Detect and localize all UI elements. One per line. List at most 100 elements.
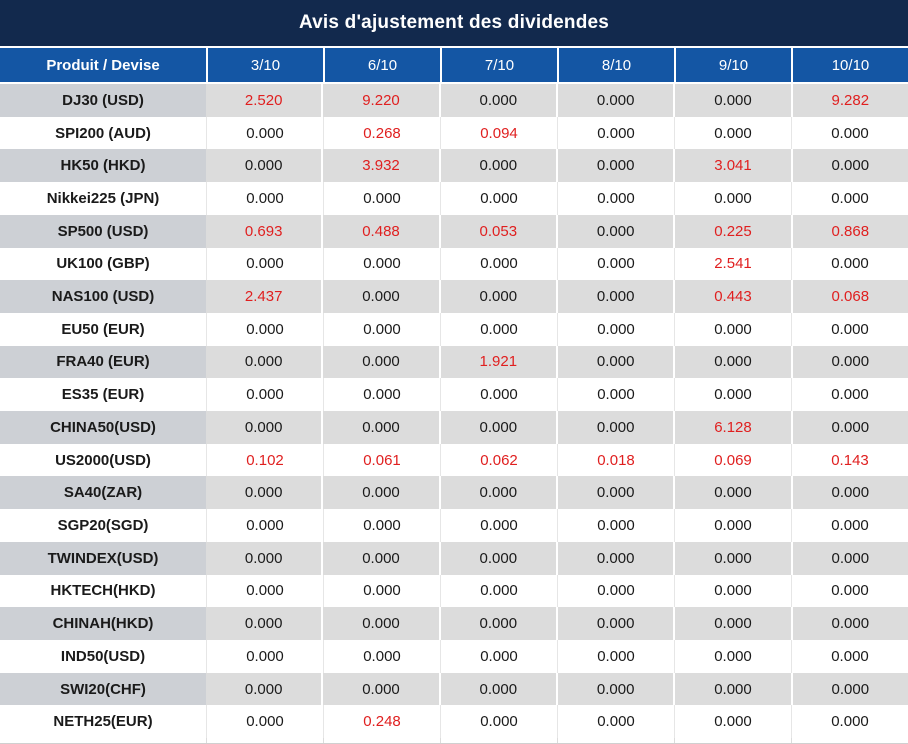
table-row: IND50(USD) 0.000 0.000 0.000 0.000 0.000 0.000 (0, 639, 908, 673)
value-cell: 0.000 (321, 672, 439, 706)
value-cell: 2.520 (206, 84, 322, 117)
value-cell: 0.000 (206, 607, 322, 640)
value-cell: 0.000 (555, 411, 674, 444)
column-header-date: 10/10 (791, 48, 908, 82)
value-cell: 0.000 (206, 639, 323, 673)
value-cell: 0.000 (791, 247, 908, 281)
column-header-date: 8/10 (557, 48, 674, 82)
value-cell: 0.000 (790, 672, 908, 706)
value-cell: 0.000 (438, 280, 556, 313)
table-row: US2000(USD) 0.102 0.061 0.062 0.018 0.069 0.14… (0, 443, 908, 477)
value-cell: 0.000 (557, 312, 674, 346)
table-row: SPI200 (AUD) 0.000 0.268 0.094 0.000 0.000 0.0… (0, 116, 908, 150)
table-row: NAS100 (USD) 2.437 0.000 0.000 0.000 0.443 0.0… (0, 280, 908, 313)
table-body: DJ30 (USD) 2.520 9.220 0.000 0.000 0.000 9.282… (0, 84, 908, 739)
header-row: Produit / Devise 3/10 6/10 7/10 8/10 9/10 10/1… (0, 48, 908, 82)
value-cell: 0.000 (438, 411, 556, 444)
value-cell: 0.000 (791, 116, 908, 150)
value-cell: 0.000 (321, 476, 439, 510)
value-cell: 0.000 (206, 509, 323, 542)
value-cell: 0.000 (206, 672, 322, 706)
column-header-date: 9/10 (674, 48, 791, 82)
value-cell: 0.000 (674, 182, 791, 215)
value-cell: 0.443 (673, 280, 791, 313)
value-cell: 0.268 (323, 116, 440, 150)
title-header-divider (0, 46, 908, 48)
value-cell: 0.868 (790, 214, 908, 248)
value-cell: 0.000 (323, 574, 440, 608)
value-cell: 1.921 (438, 345, 556, 379)
value-cell: 0.000 (557, 705, 674, 739)
value-cell: 0.000 (440, 312, 557, 346)
value-cell: 0.000 (674, 116, 791, 150)
product-cell: SWI20(CHF) (0, 672, 206, 706)
product-cell: CHINAH(HKD) (0, 607, 206, 640)
value-cell: 0.000 (321, 607, 439, 640)
value-cell: 0.000 (206, 345, 322, 379)
value-cell: 0.000 (206, 541, 322, 575)
page-title: Avis d'ajustement des dividendes (298, 12, 610, 33)
value-cell: 0.000 (557, 247, 674, 281)
value-cell: 0.000 (790, 411, 908, 444)
column-header-date: 6/10 (323, 48, 440, 82)
product-cell: HK50 (HKD) (0, 149, 206, 183)
value-cell: 0.000 (673, 84, 791, 117)
value-cell: 0.000 (321, 541, 439, 575)
product-cell: IND50(USD) (0, 639, 206, 673)
value-cell: 0.000 (206, 411, 322, 444)
value-cell: 0.000 (555, 607, 674, 640)
value-cell: 0.000 (557, 509, 674, 542)
value-cell: 0.000 (440, 639, 557, 673)
value-cell: 0.000 (790, 541, 908, 575)
value-cell: 0.000 (206, 247, 323, 281)
value-cell: 0.000 (791, 378, 908, 412)
value-cell: 0.000 (323, 247, 440, 281)
product-cell: DJ30 (USD) (0, 84, 206, 117)
value-cell: 0.000 (674, 639, 791, 673)
value-cell: 0.000 (206, 574, 323, 608)
table-row: TWINDEX(USD) 0.000 0.000 0.000 0.000 0.000 0.0… (0, 541, 908, 575)
value-cell: 9.282 (790, 84, 908, 117)
value-cell: 0.000 (673, 672, 791, 706)
value-cell: 0.000 (555, 214, 674, 248)
table-row: FRA40 (EUR) 0.000 0.000 1.921 0.000 0.000 0.00… (0, 345, 908, 379)
value-cell: 0.000 (790, 149, 908, 183)
value-cell: 0.000 (206, 182, 323, 215)
product-cell: CHINA50(USD) (0, 411, 206, 444)
column-header-date: 3/10 (206, 48, 323, 82)
column-header-product: Produit / Devise (46, 56, 160, 74)
table-row: SP500 (USD) 0.693 0.488 0.053 0.000 0.225 0.86… (0, 214, 908, 248)
table-row: SGP20(SGD) 0.000 0.000 0.000 0.000 0.000 0.000 (0, 509, 908, 542)
product-cell: US2000(USD) (0, 443, 206, 477)
product-cell: Nikkei225 (JPN) (0, 182, 206, 215)
value-cell: 0.000 (555, 84, 674, 117)
value-cell: 0.225 (673, 214, 791, 248)
table-row: ES35 (EUR) 0.000 0.000 0.000 0.000 0.000 0.000 (0, 378, 908, 412)
value-cell: 0.000 (206, 705, 323, 739)
value-cell: 0.000 (791, 312, 908, 346)
product-cell: SP500 (USD) (0, 214, 206, 248)
value-cell: 0.000 (673, 476, 791, 510)
product-cell: NAS100 (USD) (0, 280, 206, 313)
value-cell: 0.000 (555, 149, 674, 183)
partial-cell (206, 738, 323, 743)
value-cell: 0.000 (438, 541, 556, 575)
product-cell: SGP20(SGD) (0, 509, 206, 542)
value-cell: 0.000 (438, 607, 556, 640)
value-cell: 0.000 (321, 280, 439, 313)
value-cell: 0.000 (206, 149, 322, 183)
value-cell: 0.000 (555, 672, 674, 706)
value-cell: 0.000 (557, 116, 674, 150)
value-cell: 0.000 (555, 280, 674, 313)
table-row: Nikkei225 (JPN) 0.000 0.000 0.000 0.000 0.000… (0, 182, 908, 215)
value-cell: 0.000 (206, 312, 323, 346)
value-cell: 0.000 (790, 476, 908, 510)
value-cell: 0.000 (555, 541, 674, 575)
value-cell: 0.000 (557, 378, 674, 412)
value-cell: 0.000 (673, 345, 791, 379)
table-row: HKTECH(HKD) 0.000 0.000 0.000 0.000 0.000 0.00… (0, 574, 908, 608)
product-cell: EU50 (EUR) (0, 312, 206, 346)
value-cell: 0.068 (790, 280, 908, 313)
value-cell: 0.102 (206, 443, 323, 477)
value-cell: 0.000 (440, 509, 557, 542)
